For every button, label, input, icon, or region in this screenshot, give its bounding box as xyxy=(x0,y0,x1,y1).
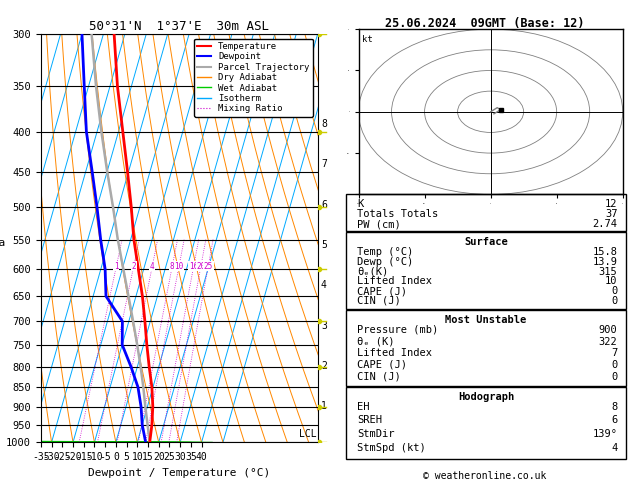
Text: 8: 8 xyxy=(611,402,618,412)
Text: 1: 1 xyxy=(321,401,327,411)
Text: Pressure (mb): Pressure (mb) xyxy=(357,325,438,335)
Text: 139°: 139° xyxy=(593,429,618,439)
Text: PW (cm): PW (cm) xyxy=(357,219,401,229)
Text: CAPE (J): CAPE (J) xyxy=(357,286,407,296)
Text: 0: 0 xyxy=(611,372,618,382)
Text: 4: 4 xyxy=(611,443,618,453)
Text: © weatheronline.co.uk: © weatheronline.co.uk xyxy=(423,471,546,481)
Text: 8: 8 xyxy=(170,262,175,271)
Text: 15.8: 15.8 xyxy=(593,247,618,257)
Text: 315: 315 xyxy=(599,267,618,277)
Text: 7: 7 xyxy=(611,348,618,358)
Text: CIN (J): CIN (J) xyxy=(357,296,401,306)
Text: StmSpd (kt): StmSpd (kt) xyxy=(357,443,426,453)
X-axis label: Dewpoint / Temperature (°C): Dewpoint / Temperature (°C) xyxy=(88,468,270,478)
Text: 2: 2 xyxy=(131,262,136,271)
Text: kt: kt xyxy=(362,35,372,44)
Title: 50°31'N  1°37'E  30m ASL: 50°31'N 1°37'E 30m ASL xyxy=(89,20,269,33)
Text: EH: EH xyxy=(357,402,370,412)
Text: Most Unstable: Most Unstable xyxy=(445,315,526,325)
Text: CIN (J): CIN (J) xyxy=(357,372,401,382)
Text: 4: 4 xyxy=(150,262,155,271)
Text: 25: 25 xyxy=(204,262,213,271)
Text: 37: 37 xyxy=(605,209,618,219)
Text: 13.9: 13.9 xyxy=(593,257,618,267)
Y-axis label: hPa: hPa xyxy=(0,238,5,248)
Text: K: K xyxy=(357,199,364,209)
Text: 16: 16 xyxy=(189,262,198,271)
Text: LCL: LCL xyxy=(299,429,316,439)
Text: Lifted Index: Lifted Index xyxy=(357,348,432,358)
Text: Lifted Index: Lifted Index xyxy=(357,277,432,286)
Legend: Temperature, Dewpoint, Parcel Trajectory, Dry Adiabat, Wet Adiabat, Isotherm, Mi: Temperature, Dewpoint, Parcel Trajectory… xyxy=(194,38,313,117)
Text: Surface: Surface xyxy=(464,237,508,247)
Text: 0: 0 xyxy=(611,286,618,296)
Text: StmDir: StmDir xyxy=(357,429,394,439)
Text: 6: 6 xyxy=(611,416,618,425)
Text: 10: 10 xyxy=(174,262,184,271)
Text: Totals Totals: Totals Totals xyxy=(357,209,438,219)
Text: 0: 0 xyxy=(611,360,618,370)
Text: 3: 3 xyxy=(321,321,327,330)
Text: 2.74: 2.74 xyxy=(593,219,618,229)
Text: Hodograph: Hodograph xyxy=(458,392,514,402)
Text: 2: 2 xyxy=(321,361,327,371)
Text: θₑ (K): θₑ (K) xyxy=(357,337,394,347)
Text: Dewp (°C): Dewp (°C) xyxy=(357,257,413,267)
Text: CAPE (J): CAPE (J) xyxy=(357,360,407,370)
Text: Temp (°C): Temp (°C) xyxy=(357,247,413,257)
Text: 10: 10 xyxy=(605,277,618,286)
Text: 322: 322 xyxy=(599,337,618,347)
Text: 900: 900 xyxy=(599,325,618,335)
Text: SREH: SREH xyxy=(357,416,382,425)
Text: 6: 6 xyxy=(321,200,327,209)
Text: 7: 7 xyxy=(321,159,327,169)
Text: 4: 4 xyxy=(321,280,327,290)
Text: 25.06.2024  09GMT (Base: 12): 25.06.2024 09GMT (Base: 12) xyxy=(384,17,584,30)
Text: 5: 5 xyxy=(321,240,327,250)
Text: 0: 0 xyxy=(611,296,618,306)
Text: 8: 8 xyxy=(321,119,327,129)
Text: θₑ(K): θₑ(K) xyxy=(357,267,388,277)
Text: 12: 12 xyxy=(605,199,618,209)
Text: 1: 1 xyxy=(114,262,119,271)
Text: 20: 20 xyxy=(196,262,206,271)
